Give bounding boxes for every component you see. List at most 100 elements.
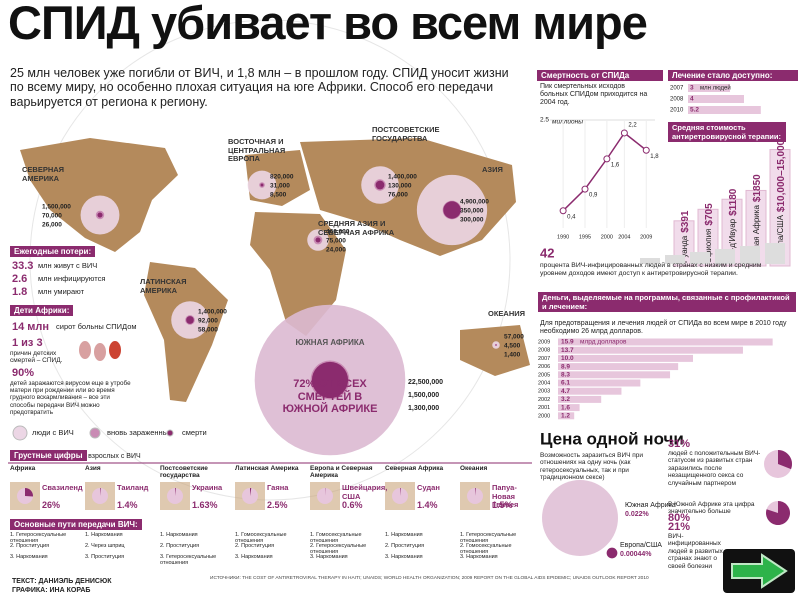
transmission-item: 3. Проституция [85,554,125,560]
access-deco [690,252,710,264]
transmission-item: 1. Гетеросексуальные отношения [460,532,517,545]
group-country: Папуа-Новая Гвинея [492,483,519,510]
mortality-subtitle: Пик смертельных исходов больных СПИДом п… [540,83,648,107]
funding-year: 2009 [538,339,550,345]
region-name: Средняя Азия и Северная Африка [318,219,395,237]
fact-text: В Южной Африке эта цифра значительно бол… [668,501,755,516]
north-america [20,138,178,252]
group-country: Швейцария, США [342,483,388,501]
funding-value: 6.1 [561,380,570,387]
funding-year: 2000 [538,413,550,419]
region-value: 460,000 [326,229,350,236]
value-label: 1,6 [611,162,620,168]
mortality-line [562,131,647,212]
region-value: 31,000 [270,183,290,190]
group-pie [250,488,252,496]
value-label: 2,2 [628,123,637,129]
group-value: 1.5% [492,500,513,510]
night-region: Европа/США [620,542,662,549]
y-axis-label: миллионы [552,119,583,126]
cost-label: Эфиопия $705 [704,203,715,263]
region-value: 1,400,000 [198,309,227,316]
cost-country: Европа/США [776,214,785,263]
deaths-bubble [443,201,461,219]
cost-label: Южная Африка $1850 [752,174,763,263]
funding-bar [558,387,622,395]
legend-label: вновь зараженные [107,428,172,437]
transmission-item: 3. Наркомания [310,554,348,560]
group-value: 1.4% [417,500,438,510]
treatment-bar [688,106,761,114]
group-country: Свазиленд [42,483,83,492]
cost-country: Южная Африка [752,205,761,263]
children-share-text: детей заражаются вирусом еще в утробе ма… [10,380,131,416]
value-label: 0,4 [567,214,576,220]
region-name: Северная Америка [22,165,65,183]
group-region: Европа и Северная Америка [310,465,373,480]
funding-value: 8.3 [561,372,570,379]
funding-year: 2007 [538,356,550,362]
cost-label: Руанда $391 [680,210,691,263]
night-value: 0.00044% [620,551,652,558]
group-region: Постсоветские государства [160,465,208,480]
group-value: 1.63% [192,500,218,510]
value-label: 1,8 [650,154,659,160]
group-country: Судан [417,483,440,492]
transmission-item: 3. Наркомания [460,554,498,560]
cost-bar [697,208,719,267]
annual-value: 2.6 [12,273,27,285]
funding-year: 2003 [538,389,550,395]
region-value: 820,000 [270,174,294,181]
mortality-point [559,207,567,215]
x-tick-label: 1990 [557,234,569,240]
cost-country: Руанда [680,235,689,263]
treatment-title: Лечение стало доступно: [668,70,798,81]
region-value: 130,000 [388,183,412,190]
funding-bar [558,363,679,371]
x-tick-label: 2004 [618,234,630,240]
group-country: Украина [192,483,223,492]
night-value: 0.022% [625,511,650,518]
transmission-title: Основные пути передачи ВИЧ: [10,519,142,530]
value-label: 0,9 [589,193,598,199]
region-value: 1,300,000 [408,405,439,412]
funding-year: 2004 [538,380,550,386]
region-name: Южная Африка [295,338,365,347]
cost-bar [673,220,695,267]
funding-bar [558,346,743,354]
transmission-item: 1. Наркомания [85,532,123,538]
access-deco [665,255,685,264]
transmission-item: 3. Гетеросексуальные отношения [160,554,217,567]
fact-pie [766,501,791,525]
group-region: Азия [85,465,101,472]
deaths-bubble [186,316,194,324]
region-name: Азия [482,165,503,174]
children-ratio-text: причин детских смертей – СПИД. [10,350,63,365]
treatment-unit: млн людей [700,85,731,92]
group-region: Океания [460,465,488,472]
mortality-point [620,129,628,137]
funding-bar [558,371,671,379]
group-region: Африка [10,465,36,472]
region-value: 26,000 [42,222,62,229]
funding-bar [558,404,580,412]
access-deco [640,258,660,264]
transmission-item: 1. Гомосексуальные отношения [310,532,362,545]
funding-bar [558,379,641,387]
transmission-item: 1. Гетеросексуальные отношения [10,532,67,545]
transmission-item: 2. Гомосексуальные отношения [460,543,512,556]
deaths-bubble [375,180,385,190]
funding-value: 10.0 [561,355,574,362]
funding-bar [558,354,693,362]
next-arrow[interactable] [722,548,796,594]
arrow[interactable] [731,553,788,589]
night-text: Возможность заразиться ВИЧ при отношения… [540,452,644,482]
funding-title: Деньги, выделяемые на программы, связанн… [538,292,796,312]
next-button[interactable] [722,548,796,594]
funding-value: 13.7 [561,347,574,354]
legend-swatch [166,429,174,437]
legend-label: смерти [182,428,207,437]
annual-text: млн умирают [38,287,85,296]
